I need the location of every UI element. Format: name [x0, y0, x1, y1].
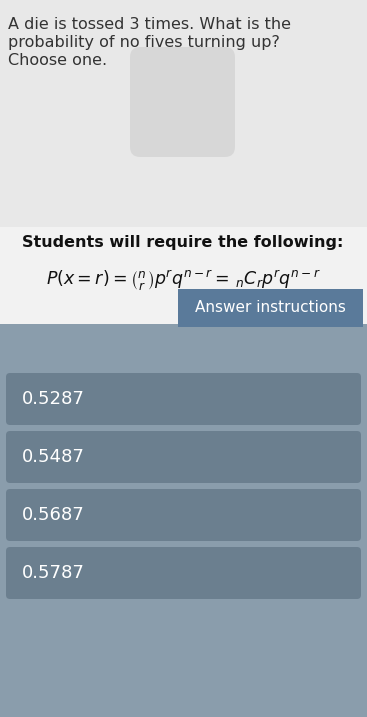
FancyBboxPatch shape — [0, 324, 367, 717]
FancyBboxPatch shape — [0, 0, 367, 227]
FancyBboxPatch shape — [178, 289, 363, 327]
FancyBboxPatch shape — [6, 431, 361, 483]
FancyBboxPatch shape — [130, 47, 235, 157]
Text: 0.5487: 0.5487 — [22, 448, 85, 466]
FancyBboxPatch shape — [0, 227, 367, 377]
Text: 0.5687: 0.5687 — [22, 506, 85, 524]
FancyBboxPatch shape — [6, 547, 361, 599]
Text: Choose one.: Choose one. — [8, 53, 107, 68]
Text: probability of no fives turning up?: probability of no fives turning up? — [8, 35, 280, 50]
Text: A die is tossed 3 times. What is the: A die is tossed 3 times. What is the — [8, 17, 291, 32]
Text: 0.5787: 0.5787 — [22, 564, 85, 582]
Text: $P(x=r)=\binom{n}{r}p^r q^{n-r}=\,_nC_r p^r q^{n-r}$: $P(x=r)=\binom{n}{r}p^r q^{n-r}=\,_nC_r … — [46, 269, 320, 293]
FancyBboxPatch shape — [6, 489, 361, 541]
FancyBboxPatch shape — [6, 373, 361, 425]
Text: Students will require the following:: Students will require the following: — [22, 235, 344, 250]
Text: Answer instructions: Answer instructions — [195, 300, 345, 315]
Text: 0.5287: 0.5287 — [22, 390, 85, 408]
